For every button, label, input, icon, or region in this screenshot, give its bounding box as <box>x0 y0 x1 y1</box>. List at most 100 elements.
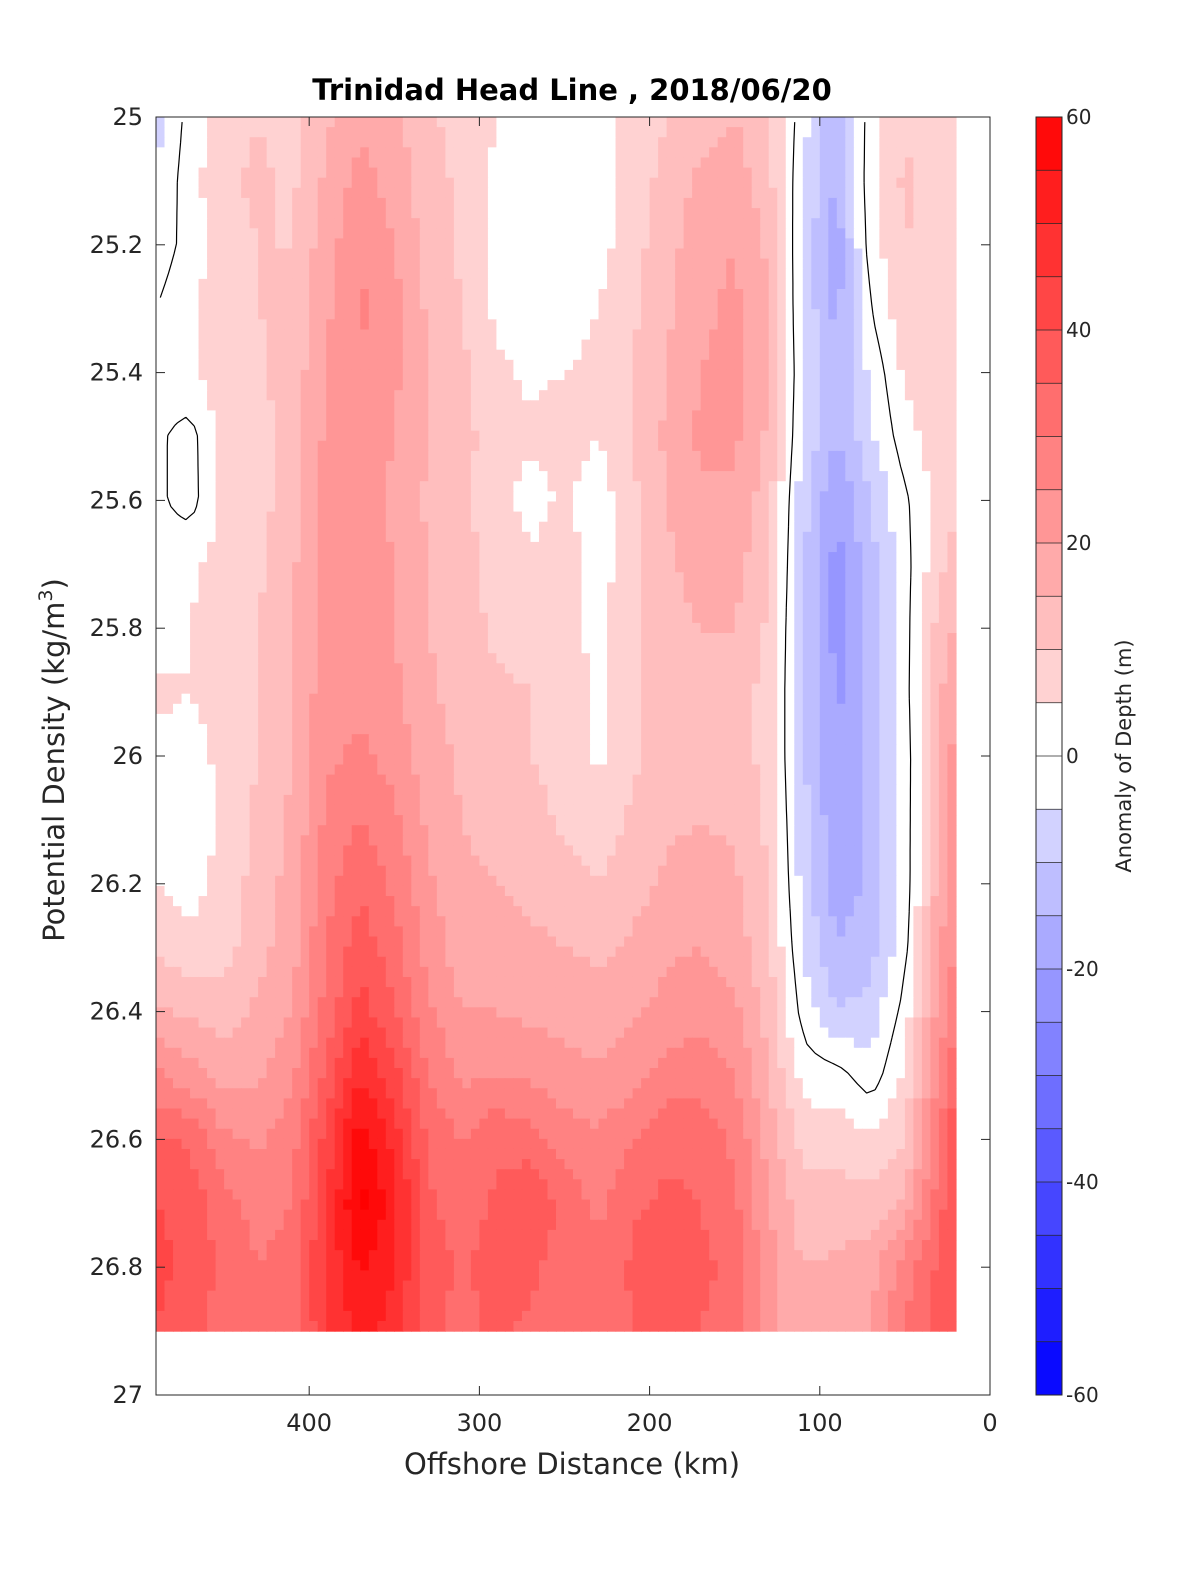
contour-cell <box>487 268 498 280</box>
contour-cell <box>930 369 940 381</box>
contour-cell <box>173 653 183 664</box>
contour-cell <box>334 309 344 320</box>
contour-cell <box>368 248 378 260</box>
contour-cell <box>462 622 472 634</box>
contour-cell <box>632 258 642 270</box>
contour-cell <box>938 258 949 270</box>
contour-cell <box>317 552 327 563</box>
contour-cell <box>887 501 897 513</box>
contour-cell <box>368 430 378 442</box>
contour-cell <box>181 471 191 482</box>
contour-cell <box>590 602 600 614</box>
contour-cell <box>334 258 344 270</box>
contour-cell <box>590 319 600 331</box>
contour-cell <box>283 278 293 290</box>
contour-cell <box>802 501 812 513</box>
contour-cell <box>479 309 489 320</box>
contour-cell <box>487 228 498 240</box>
contour-cell <box>921 511 932 523</box>
contour-cell <box>496 521 506 533</box>
contour-cell <box>581 289 591 300</box>
contour-cell <box>564 157 574 169</box>
contour-cell <box>334 562 344 573</box>
contour-cell <box>555 390 566 401</box>
contour-cell <box>368 612 378 624</box>
contour-cell <box>326 511 336 523</box>
contour-cell <box>309 147 319 159</box>
contour-cell <box>283 248 293 260</box>
contour-cell <box>598 238 608 250</box>
contour-cell <box>479 400 489 412</box>
contour-cell <box>913 319 923 331</box>
contour-cell <box>947 471 957 482</box>
contour-cell <box>385 319 395 331</box>
contour-cell <box>292 147 302 159</box>
contour-cell <box>862 127 872 138</box>
contour-cell <box>249 208 259 219</box>
contour-cell <box>538 218 549 229</box>
contour-cell <box>768 602 778 614</box>
contour-cell <box>768 137 778 148</box>
contour-cell <box>479 157 489 169</box>
contour-cell <box>453 521 463 533</box>
contour-cell <box>538 410 549 422</box>
contour-cell <box>726 228 736 240</box>
contour-cell <box>334 390 344 401</box>
contour-cell <box>317 420 327 432</box>
contour-cell <box>385 400 395 412</box>
contour-cell <box>564 238 574 250</box>
contour-cell <box>258 218 268 229</box>
contour-cell <box>573 268 583 280</box>
contour-cell <box>453 491 463 503</box>
contour-cell <box>326 632 336 644</box>
contour-cell <box>930 157 940 169</box>
contour-cell <box>428 329 438 341</box>
contour-cell <box>241 197 251 209</box>
contour-cell <box>377 400 387 412</box>
contour-cell <box>717 380 727 391</box>
contour-cell <box>173 440 183 452</box>
contour-cell <box>207 319 217 331</box>
contour-cell <box>479 430 489 442</box>
contour-cell <box>479 643 489 654</box>
contour-cell <box>258 400 268 412</box>
contour-cell <box>156 471 166 482</box>
contour-cell <box>207 208 217 219</box>
contour-cell <box>309 349 319 361</box>
contour-cell <box>317 177 327 189</box>
contour-cell <box>368 339 378 351</box>
contour-cell <box>173 511 183 523</box>
contour-cell <box>275 197 285 209</box>
contour-cell <box>836 440 846 452</box>
contour-cell <box>819 541 829 553</box>
contour-cell <box>207 491 217 503</box>
contour-cell <box>156 248 166 260</box>
contour-cell <box>904 390 915 401</box>
contour-cell <box>641 117 651 128</box>
contour-cell <box>692 440 702 452</box>
contour-cell <box>870 117 880 128</box>
contour-cell <box>828 562 838 573</box>
contour-cell <box>326 248 336 260</box>
contour-cell <box>394 349 404 361</box>
contour-cell <box>215 369 225 381</box>
contour-cell <box>300 147 310 159</box>
contour-cell <box>198 299 208 310</box>
contour-cell <box>581 420 591 432</box>
contour-cell <box>624 268 634 280</box>
contour-cell <box>164 521 174 533</box>
contour-cell <box>624 612 634 624</box>
contour-cell <box>751 147 761 159</box>
contour-cell <box>266 369 276 381</box>
contour-cell <box>760 410 770 422</box>
contour-cell <box>845 541 855 553</box>
contour-cell <box>896 410 906 422</box>
contour-cell <box>181 218 191 229</box>
contour-cell <box>743 157 753 169</box>
contour-cell <box>692 238 702 250</box>
contour-cell <box>164 349 174 361</box>
contour-cell <box>904 167 915 179</box>
contour-cell <box>777 511 787 523</box>
contour-cell <box>828 258 838 270</box>
contour-cell <box>428 278 438 290</box>
